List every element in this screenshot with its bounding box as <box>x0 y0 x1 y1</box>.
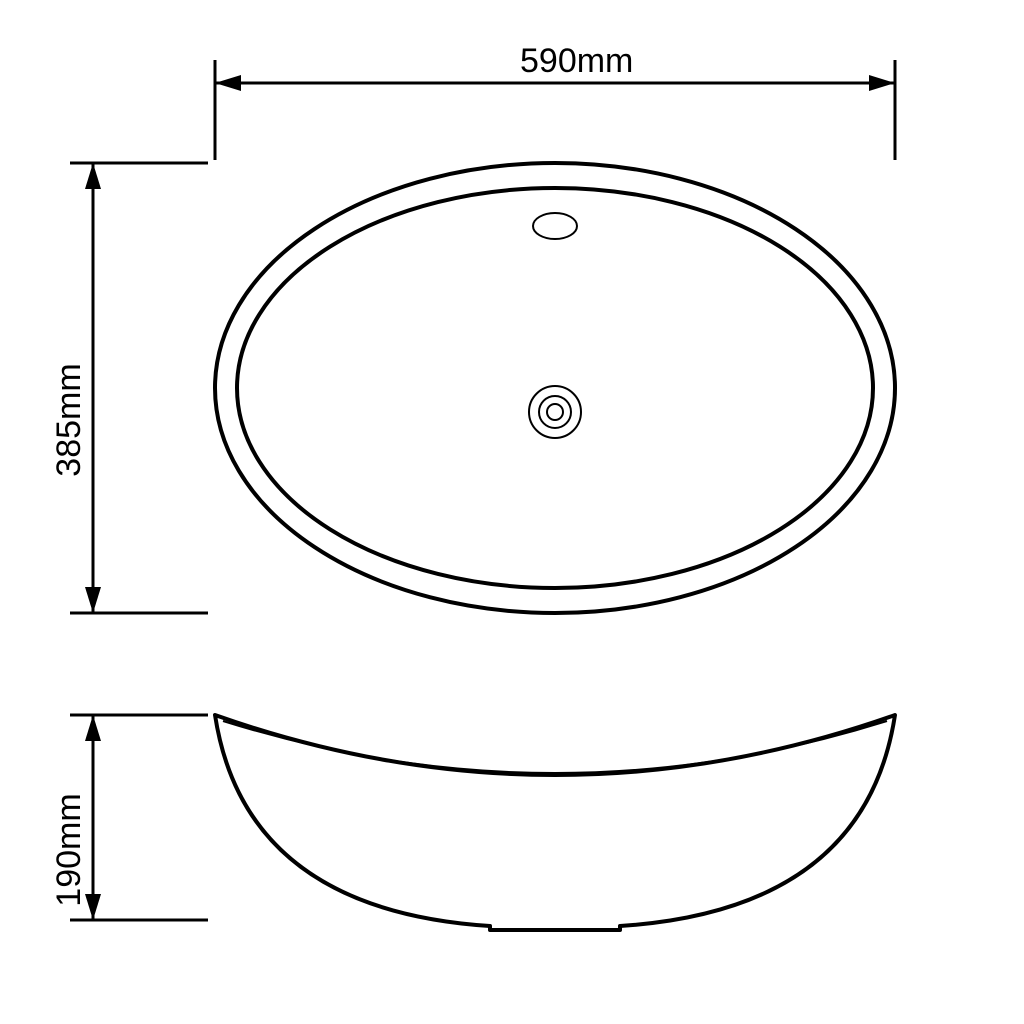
depth-dimension-label: 385mm <box>50 363 88 476</box>
height-dimension-label: 190mm <box>50 793 88 906</box>
width-dimension-label: 590mm <box>520 42 633 80</box>
